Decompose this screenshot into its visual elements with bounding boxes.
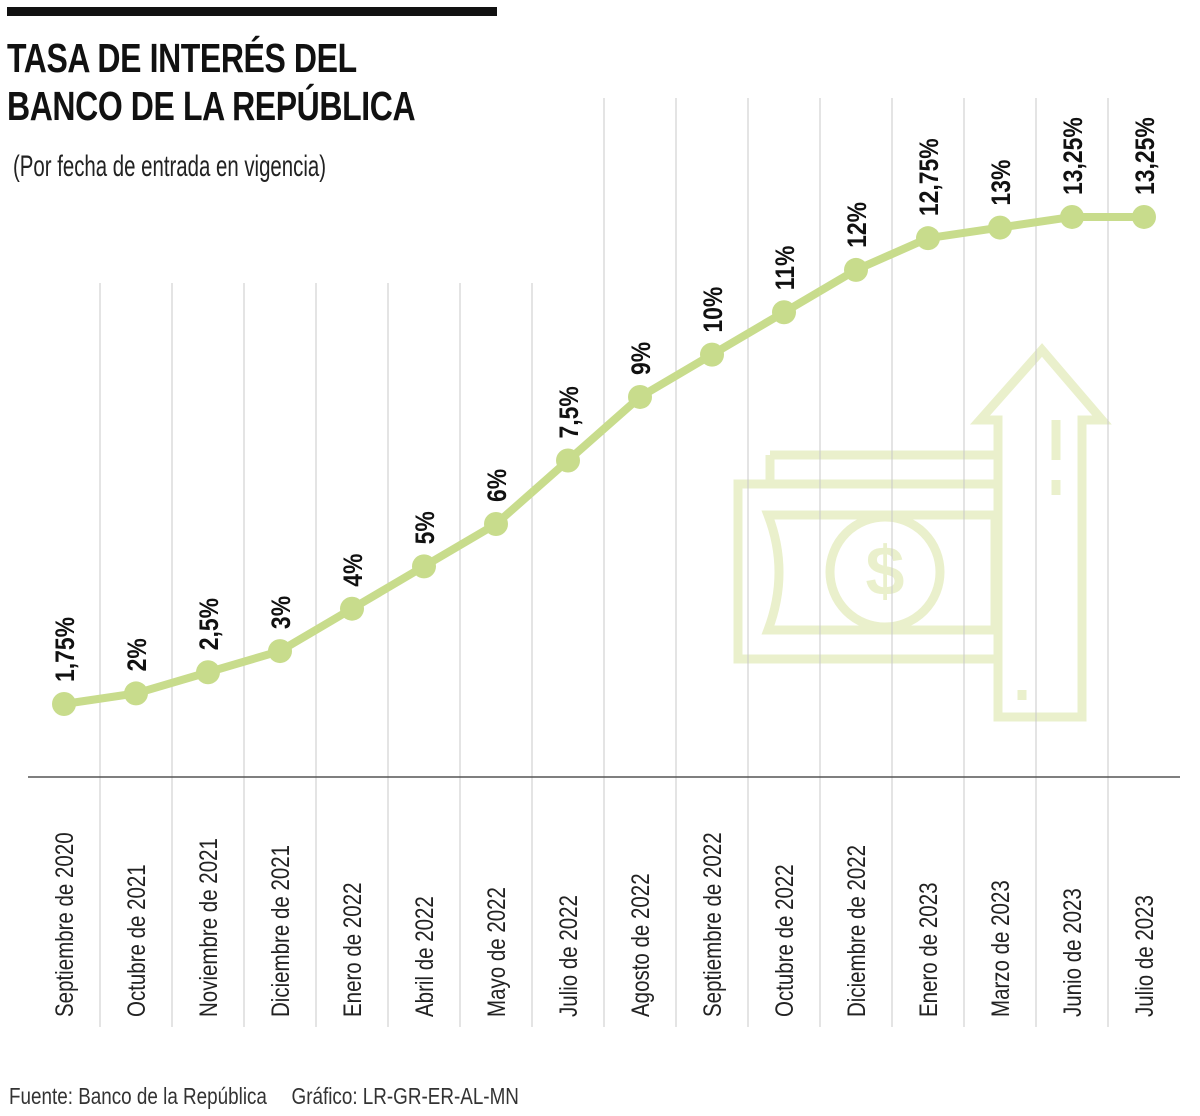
- data-point: [628, 384, 652, 409]
- data-point: [124, 681, 148, 706]
- category-tick-label: Octubre de 2022: [770, 864, 798, 1017]
- category-tick-label: Noviembre de 2021: [194, 838, 222, 1017]
- bill-inner: [761, 510, 1000, 635]
- data-label: 1,75%: [50, 617, 80, 682]
- data-point: [412, 554, 436, 579]
- data-label: 11%: [770, 246, 800, 291]
- data-point: [916, 226, 940, 251]
- category-tick-label: Junio de 2023: [1058, 888, 1086, 1017]
- category-tick-label: Abril de 2022: [410, 896, 438, 1017]
- category-tick-label: Octubre de 2021: [122, 864, 150, 1017]
- data-label: 2%: [122, 638, 152, 671]
- data-point: [844, 257, 868, 282]
- data-label: 12,75%: [914, 138, 944, 216]
- data-label: 9%: [626, 342, 656, 375]
- title-line-1: TASA DE INTERÉS DEL: [7, 35, 357, 81]
- data-label: 13%: [986, 160, 1016, 206]
- dollar-icon: $: [866, 532, 905, 610]
- data-label: 10%: [698, 287, 728, 333]
- bill-back: [765, 450, 998, 480]
- category-tick-label: Julio de 2023: [1130, 895, 1158, 1017]
- category-tick-label: Marzo de 2023: [986, 880, 1014, 1017]
- category-tick-label: Julio de 2022: [554, 895, 582, 1017]
- data-point: [1132, 204, 1156, 229]
- data-label: 12%: [842, 202, 872, 248]
- data-point: [196, 660, 220, 685]
- series-line: [63, 212, 1144, 708]
- category-tick-label: Diciembre de 2021: [266, 845, 294, 1017]
- data-point: [484, 512, 508, 537]
- category-tick-label: Septiembre de 2020: [50, 832, 78, 1017]
- category-tick-label: Diciembre de 2022: [842, 845, 870, 1017]
- data-point: [1060, 204, 1084, 229]
- credit-note: Gráfico: LR-GR-ER-AL-MN: [291, 1083, 519, 1109]
- data-point: [556, 448, 580, 473]
- source-note: Fuente: Banco de la República: [9, 1083, 267, 1109]
- category-tick-label: Enero de 2022: [338, 883, 366, 1017]
- data-point: [340, 596, 364, 621]
- arrow-shape: [970, 343, 1112, 722]
- category-tick-label: Enero de 2023: [914, 883, 942, 1017]
- page-title: TASA DE INTERÉS DEL BANCO DE LA REPÚBLIC…: [7, 34, 416, 130]
- data-label: 4%: [338, 554, 368, 587]
- data-point: [772, 300, 796, 325]
- data-point: [52, 692, 76, 716]
- category-tick-label: Mayo de 2022: [482, 887, 510, 1017]
- data-point: [268, 639, 292, 664]
- arrow-marks: [1017, 420, 1061, 700]
- data-label: 5%: [410, 511, 440, 544]
- data-point: [988, 215, 1012, 240]
- category-tick-label: Agosto de 2022: [626, 873, 654, 1017]
- title-line-2: BANCO DE LA REPÚBLICA: [7, 83, 416, 129]
- data-label: 2,5%: [194, 598, 224, 650]
- data-label: 3%: [266, 596, 296, 629]
- data-label: 13,25%: [1058, 117, 1088, 195]
- data-label: 7,5%: [554, 386, 584, 438]
- data-label: 6%: [482, 469, 512, 502]
- coin-circle: [825, 512, 945, 632]
- title-bar-decoration: [7, 7, 497, 16]
- data-point: [700, 342, 724, 367]
- category-tick-label: Septiembre de 2022: [698, 832, 726, 1017]
- data-label: 13,25%: [1130, 117, 1160, 195]
- footer: Fuente: Banco de la República Gráfico: LR…: [9, 1083, 544, 1110]
- money-bill-with-up-arrow-icon: $: [733, 343, 1112, 722]
- subtitle: (Por fecha de entrada en vigencia): [13, 150, 327, 183]
